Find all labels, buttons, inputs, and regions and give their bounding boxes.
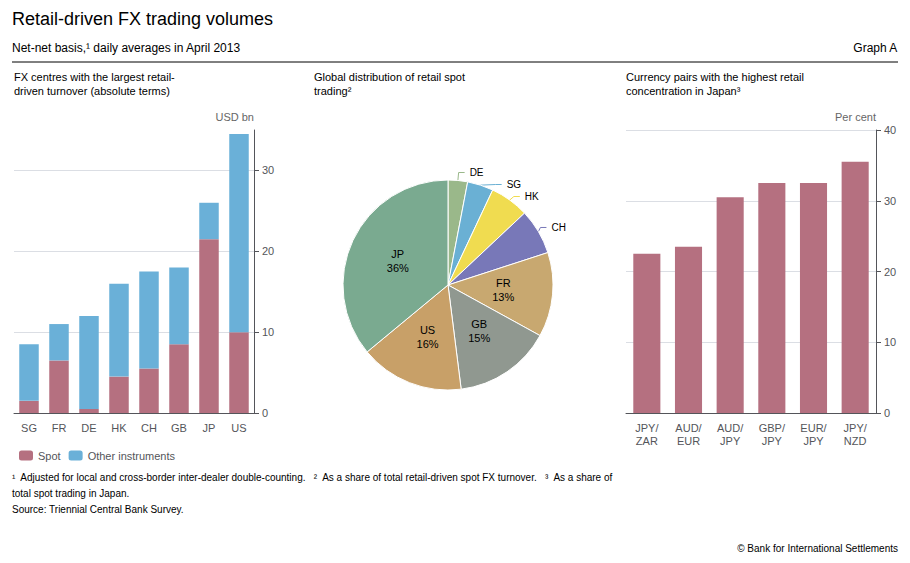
svg-text:Graph A: Graph A: [853, 41, 897, 55]
svg-text:Other instruments: Other instruments: [88, 450, 176, 462]
svg-text:HK: HK: [111, 422, 127, 434]
svg-text:JPY: JPY: [803, 435, 824, 447]
svg-text:USD bn: USD bn: [215, 111, 254, 123]
svg-text:EUR: EUR: [677, 435, 700, 447]
svg-text:15%: 15%: [468, 332, 490, 344]
svg-text:40: 40: [884, 124, 896, 136]
svg-text:Global distribution of retail: Global distribution of retail spot: [314, 71, 465, 83]
svg-text:GB: GB: [171, 422, 187, 434]
svg-text:13%: 13%: [492, 291, 514, 303]
svg-text:30: 30: [884, 195, 896, 207]
svg-text:HK: HK: [525, 191, 539, 202]
svg-text:Per cent: Per cent: [835, 111, 876, 123]
svg-text:NZD: NZD: [844, 435, 867, 447]
svg-text:trading²: trading²: [314, 85, 352, 97]
svg-text:36%: 36%: [387, 262, 409, 274]
svg-text:AUD/: AUD/: [717, 422, 744, 434]
svg-text:AUD/: AUD/: [675, 422, 702, 434]
svg-text:JPY/: JPY/: [844, 422, 868, 434]
svg-text:EUR/: EUR/: [800, 422, 827, 434]
svg-text:SG: SG: [21, 422, 37, 434]
svg-text:JPY: JPY: [762, 435, 783, 447]
svg-text:SG: SG: [507, 179, 522, 190]
svg-text:GBP/: GBP/: [759, 422, 786, 434]
svg-text:FR: FR: [52, 422, 67, 434]
svg-text:DE: DE: [470, 167, 484, 178]
svg-text:ZAR: ZAR: [636, 435, 658, 447]
svg-text:Net-net basis,¹ daily averages: Net-net basis,¹ daily averages in April …: [12, 41, 240, 55]
svg-text:FR: FR: [496, 277, 511, 289]
svg-text:¹ Adjusted for local and cros: ¹ Adjusted for local and cross-border in…: [12, 472, 613, 483]
svg-text:JPY: JPY: [720, 435, 741, 447]
svg-text:JPY/: JPY/: [635, 422, 659, 434]
svg-text:30: 30: [262, 164, 274, 176]
svg-text:10: 10: [262, 326, 274, 338]
svg-text:10: 10: [884, 336, 896, 348]
svg-text:concentration in Japan³: concentration in Japan³: [626, 85, 741, 97]
svg-text:20: 20: [884, 266, 896, 278]
svg-text:20: 20: [262, 245, 274, 257]
svg-text:0: 0: [262, 407, 268, 419]
svg-text:0: 0: [884, 407, 890, 419]
svg-text:US: US: [231, 422, 246, 434]
svg-text:US: US: [420, 324, 435, 336]
svg-text:Currency pairs with the highes: Currency pairs with the highest retail: [626, 71, 804, 83]
svg-text:Spot: Spot: [38, 450, 61, 462]
svg-text:Retail-driven FX trading volum: Retail-driven FX trading volumes: [12, 9, 273, 29]
svg-text:CH: CH: [551, 222, 565, 233]
svg-text:JP: JP: [391, 248, 404, 260]
svg-text:total spot trading in Japan.: total spot trading in Japan.: [12, 488, 129, 499]
svg-text:DE: DE: [81, 422, 96, 434]
svg-text:CH: CH: [141, 422, 157, 434]
svg-text:FX centres with the largest re: FX centres with the largest retail-: [14, 71, 175, 83]
svg-text:16%: 16%: [417, 338, 439, 350]
svg-text:JP: JP: [203, 422, 216, 434]
svg-text:GB: GB: [471, 318, 487, 330]
svg-text:Source: Triennial Central Bank: Source: Triennial Central Bank Survey.: [12, 504, 184, 515]
svg-text:driven turnover (absolute term: driven turnover (absolute terms): [14, 85, 170, 97]
svg-text:© Bank for International Settl: © Bank for International Settlements: [737, 543, 898, 554]
